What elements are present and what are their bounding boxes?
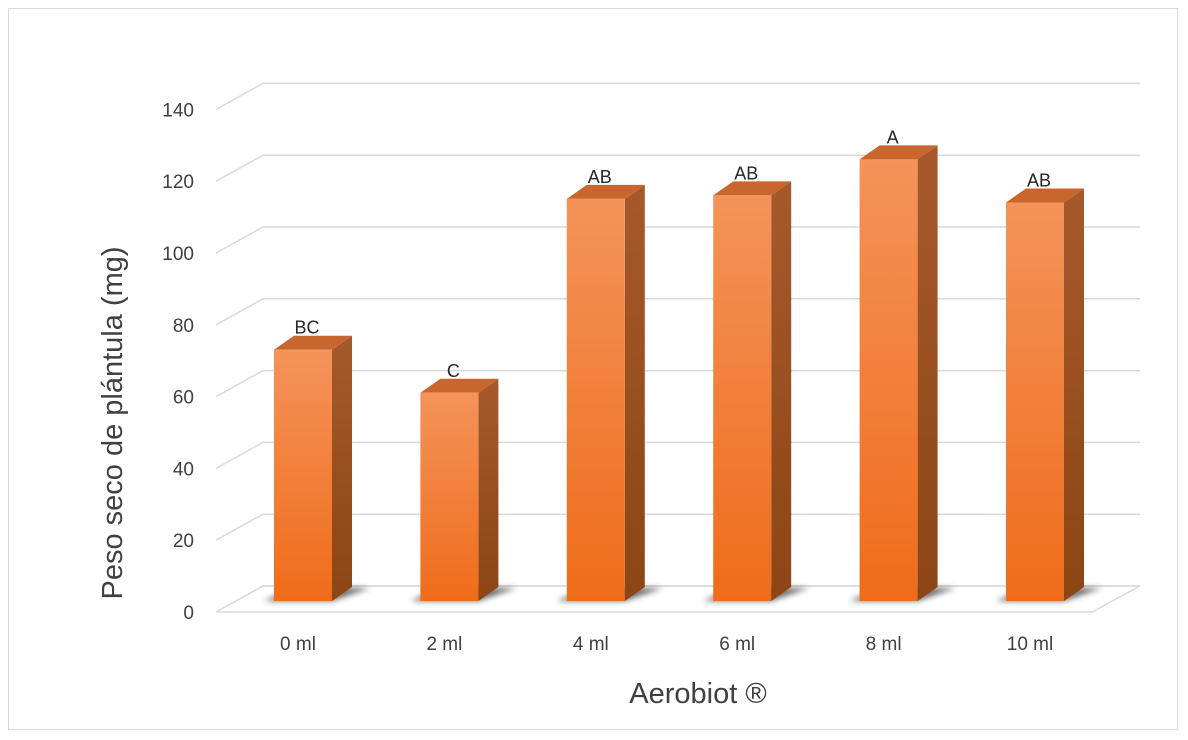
bar-front [566,198,625,602]
gridlines [215,82,1140,613]
data-labels: BC C AB AB A AB [294,127,1051,380]
bar-top [1006,188,1084,203]
data-label: AB [734,163,758,183]
gridline [215,298,1140,326]
bar-top [420,378,499,393]
gridline [215,441,1140,470]
x-tick-label: 2 ml [426,634,462,655]
gridline [215,82,1140,111]
bar-front [420,392,479,601]
y-tick-label: 20 [173,531,194,552]
bar-1 [410,378,517,601]
bar-side [771,181,792,601]
data-label: AB [1027,171,1051,191]
bar-top [274,335,352,350]
bar-top [859,145,938,160]
bar-2 [556,184,663,602]
y-axis-title: Peso seco de plántula (mg) [97,246,129,599]
y-axis-ticks: 0 20 40 60 80 100 120 140 [162,100,194,624]
data-label: C [447,361,460,381]
y-tick-label: 100 [162,244,194,265]
y-tick-label: 120 [162,172,194,193]
y-tick-label: 0 [183,603,194,624]
gridline [215,226,1140,254]
bar-3 [703,181,810,601]
bar-4 [849,145,956,601]
bar-side [624,184,645,602]
x-axis-title: Aerobiot ® [629,678,766,710]
bar-front [274,349,332,601]
y-tick-label: 60 [173,388,194,409]
bar-side [917,145,938,601]
bar-front [713,195,772,601]
bars [264,145,1102,602]
x-tick-label: 6 ml [719,634,755,655]
data-label: A [887,127,899,147]
bar-0 [264,335,370,601]
x-tick-label: 0 ml [280,634,316,655]
gridline [215,154,1140,182]
x-tick-label: 4 ml [573,634,609,655]
bar-side [332,335,352,601]
bar-top [713,181,792,196]
bar-5 [996,188,1102,601]
gridline [215,369,1140,398]
chart-floor [215,585,1141,613]
data-label: BC [294,318,319,338]
data-label: AB [588,167,612,187]
floor-outline [215,585,1141,613]
bar-side [1064,188,1084,601]
y-tick-label: 140 [162,100,194,121]
x-axis-categories: 0 ml 2 ml 4 ml 6 ml 8 ml 10 ml [280,634,1053,655]
bar-front [859,159,918,601]
y-tick-label: 80 [173,316,194,337]
bar-front [1006,202,1064,601]
x-tick-label: 10 ml [1007,634,1053,655]
x-tick-label: 8 ml [866,634,902,655]
gridline [215,513,1140,541]
y-tick-label: 40 [173,459,194,480]
bar-top [566,184,645,199]
bar-side [478,378,499,601]
